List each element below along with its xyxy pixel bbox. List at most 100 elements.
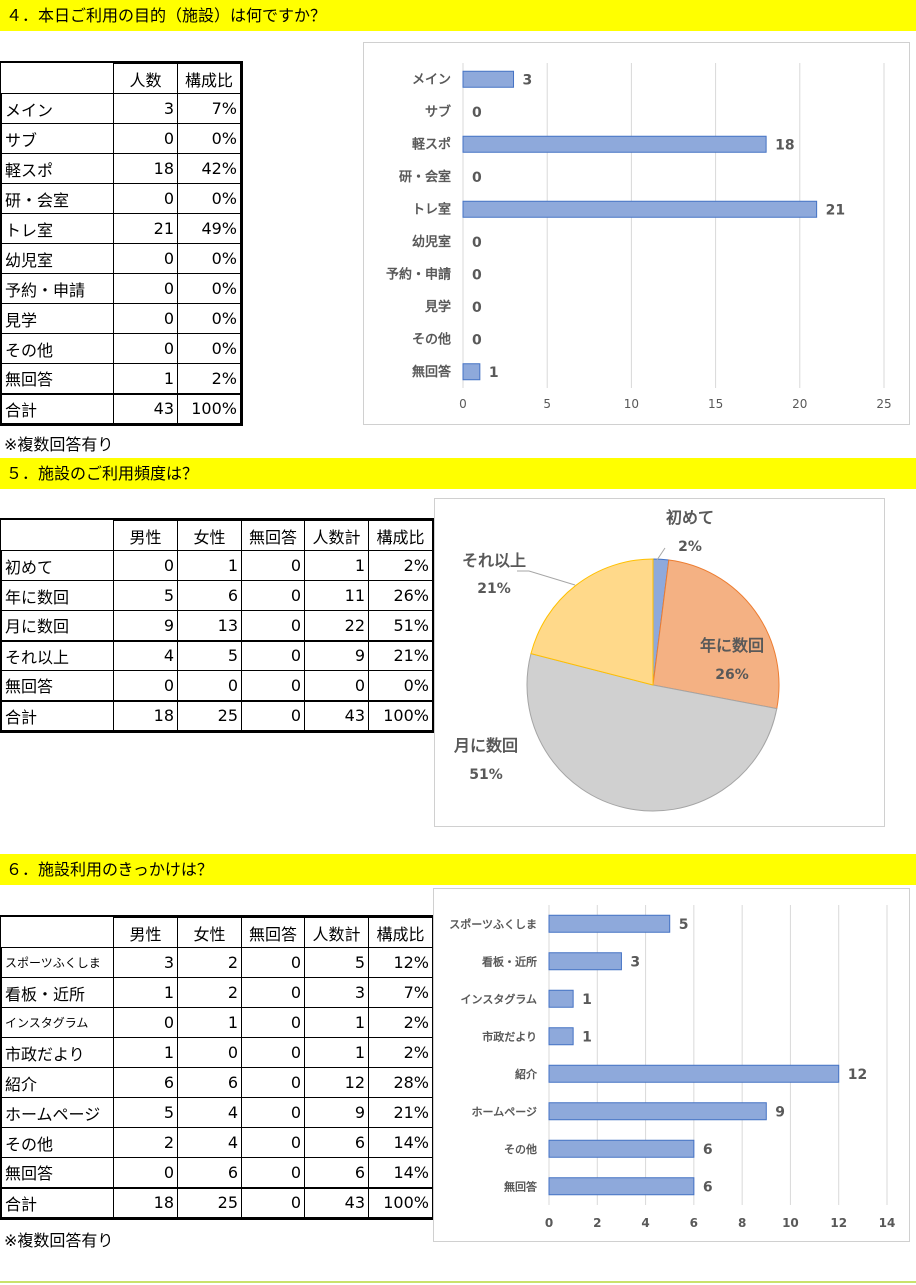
x-tick-label: 12 (830, 1216, 847, 1230)
bar (548, 952, 622, 971)
category-label: ホームページ (472, 1105, 537, 1118)
table-row: 初めて 0 1 0 1 2% (1, 550, 433, 581)
table-row: 年に数回 5 6 0 11 26% (1, 580, 433, 611)
category-label: 看板・近所 (482, 954, 537, 968)
row-label: 合計 (1, 1186, 114, 1218)
cell-value: 21% (368, 1097, 433, 1128)
x-tick-label: 4 (641, 1216, 649, 1230)
category-label: 幼児室 (412, 234, 451, 250)
cell-value: 3 (113, 93, 178, 124)
cell-value: 3 (304, 977, 369, 1008)
cell-value: 1 (113, 977, 178, 1008)
cell-value: 4 (113, 639, 178, 671)
cell-value: 21 (113, 213, 178, 244)
col-header: 無回答 (241, 917, 305, 948)
cell-value: 0 (241, 639, 305, 671)
category-label: メイン (412, 72, 451, 87)
data-label: 3 (630, 954, 640, 970)
category-label: 紹介 (515, 1067, 538, 1081)
cell-value: 12 (304, 1067, 369, 1098)
data-label: 6 (703, 1179, 713, 1195)
bar (462, 135, 767, 153)
cell-value: 9 (113, 610, 178, 641)
table-row: 看板・近所 1 2 0 3 7% (1, 977, 433, 1008)
cell-value: 0 (241, 670, 305, 701)
data-label: 0 (472, 300, 482, 316)
bar (548, 1064, 840, 1083)
category-label: サブ (425, 104, 451, 120)
cell-value: 6 (304, 1157, 369, 1188)
bar (548, 1102, 767, 1121)
x-tick-label: 5 (543, 397, 551, 411)
cell-value: 1 (113, 363, 178, 394)
x-tick-label: 6 (690, 1216, 698, 1230)
cell-value: 21% (368, 639, 433, 671)
cell-value: 43 (113, 392, 178, 424)
col-header: 女性 (177, 917, 242, 948)
cell-value: 1 (177, 550, 242, 581)
pie-slice (526, 653, 778, 812)
row-label: 軽スポ (1, 153, 114, 184)
q5-table: 男性 女性 無回答 人数計 構成比 初めて 0 1 0 1 2% 年に数回 5 6 0 11 26% 月… (0, 518, 435, 733)
cell-value: 18 (113, 1186, 178, 1218)
cell-value: 0 (241, 1067, 305, 1098)
cell-value: 51% (368, 610, 433, 641)
category-label: その他 (504, 1142, 537, 1156)
table-row: 幼児室 0 0% (1, 243, 241, 274)
corner-cell (1, 520, 114, 551)
cell-value: 28% (368, 1067, 433, 1098)
cell-value: 18 (113, 153, 178, 184)
row-label: 見学 (1, 303, 114, 334)
row-label: 紹介 (1, 1067, 114, 1098)
row-label: それ以上 (1, 639, 114, 671)
row-label: 看板・近所 (1, 977, 114, 1008)
row-label: スポーツふくしま (1, 947, 114, 978)
cell-value: 1 (304, 550, 369, 581)
cell-value: 13 (177, 610, 242, 641)
table-row: 市政だより 1 0 0 1 2% (1, 1037, 433, 1068)
cell-value: 0 (113, 183, 178, 214)
category-label: インスタグラム (461, 992, 537, 1006)
category-label: 無回答 (504, 1179, 538, 1193)
pie-slice (652, 559, 780, 710)
table-row: 月に数回 9 13 0 22 51% (1, 610, 433, 641)
cell-value: 22 (304, 610, 369, 641)
cell-value: 43 (304, 1186, 369, 1218)
row-label: 初めて (1, 550, 114, 581)
table-row: サブ 0 0% (1, 123, 241, 154)
corner-cell (1, 917, 114, 948)
bar (462, 200, 818, 218)
cell-value: 0 (241, 1186, 305, 1218)
table-row: スポーツふくしま 3 2 0 5 12% (1, 947, 433, 978)
cell-value: 0 (113, 670, 178, 701)
cell-value: 11 (304, 580, 369, 611)
cell-value: 0 (241, 947, 305, 978)
cell-value: 0 (177, 1037, 242, 1068)
q6-table: 男性 女性 無回答 人数計 構成比 スポーツふくしま 3 2 0 5 12% 看板・近所 1 2… (0, 915, 435, 1220)
cell-value: 2 (177, 977, 242, 1008)
cell-value: 6 (177, 1157, 242, 1188)
cell-value: 0 (241, 1007, 305, 1038)
q6-note: ※複数回答有り (4, 1231, 114, 1250)
pie-slice (530, 558, 654, 686)
table-row: 見学 0 0% (1, 303, 241, 334)
category-label: トレ室 (412, 201, 451, 217)
bar (548, 989, 574, 1008)
cell-value: 6 (113, 1067, 178, 1098)
q4-note: ※複数回答有り (4, 435, 114, 454)
slice-percent-label: 2% (678, 539, 702, 555)
cell-value: 6 (177, 580, 242, 611)
cell-value: 1 (304, 1037, 369, 1068)
data-label: 0 (472, 235, 482, 251)
cell-value: 0 (177, 670, 242, 701)
table-row: メイン 3 7% (1, 93, 241, 124)
row-label: 市政だより (1, 1037, 114, 1068)
cell-value: 0 (113, 550, 178, 581)
cell-value: 4 (177, 1127, 242, 1158)
data-label: 12 (848, 1067, 867, 1083)
cell-value: 0 (113, 1007, 178, 1038)
row-label: ホームページ (1, 1097, 114, 1128)
table-row: その他 2 4 0 6 14% (1, 1127, 433, 1158)
section-title-q5: ５．施設のご利用頻度は？ (0, 458, 916, 489)
cell-value: 3 (113, 947, 178, 978)
